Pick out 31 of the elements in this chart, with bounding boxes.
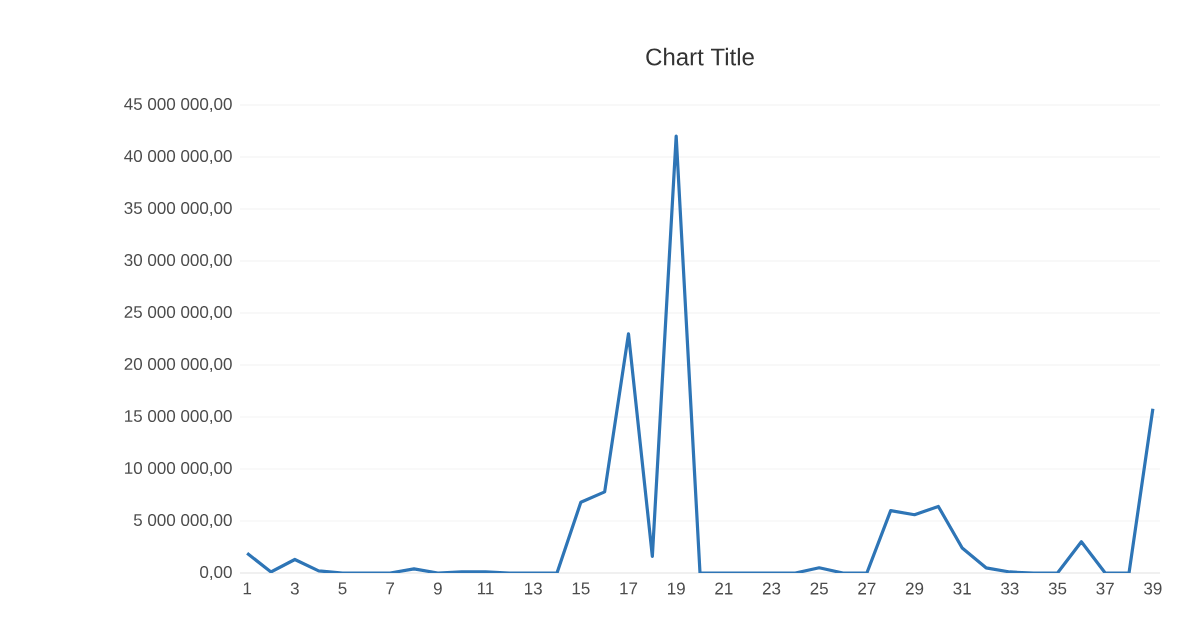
x-tick-label: 15 xyxy=(572,582,590,595)
y-tick-label: 15 000 000,00 xyxy=(125,409,232,425)
y-tick-label: 45 000 000,00 xyxy=(124,97,232,113)
x-tick-label: 17 xyxy=(620,582,638,595)
x-tick-label: 39 xyxy=(1144,582,1162,595)
x-tick-label: 11 xyxy=(477,582,494,595)
y-tick-label: 30 000 000,00 xyxy=(124,253,232,269)
x-tick-label: 21 xyxy=(715,582,733,595)
x-tick-label: 3 xyxy=(290,582,299,595)
x-tick-label: 31 xyxy=(953,582,971,595)
y-tick-label: 25 000 000,00 xyxy=(124,305,232,321)
x-tick-label: 19 xyxy=(668,582,685,595)
chart-title: Chart Title xyxy=(646,47,754,66)
x-tick-label: 35 xyxy=(1048,582,1067,595)
x-tick-label: 7 xyxy=(386,582,395,595)
y-tick-label: 35 000 000,00 xyxy=(124,201,232,217)
x-tick-label: 1 xyxy=(243,582,252,595)
y-tick-label: 40 000 000,00 xyxy=(124,149,232,165)
y-tick-label: 5 000 000,00 xyxy=(133,513,232,529)
x-tick-label: 37 xyxy=(1096,582,1114,595)
x-tick-label: 27 xyxy=(858,582,876,595)
x-tick-label: 25 xyxy=(810,582,828,595)
x-tick-label: 9 xyxy=(433,582,442,595)
y-tick-label: 10 000 000,00 xyxy=(125,461,232,477)
x-tick-label: 33 xyxy=(1001,582,1019,595)
x-tick-label: 5 xyxy=(338,582,347,595)
y-tick-label: 0,00 xyxy=(200,565,232,581)
x-tick-label: 29 xyxy=(905,582,924,595)
y-tick-label: 20 000 000,00 xyxy=(124,357,232,373)
x-tick-label: 13 xyxy=(525,582,542,595)
x-tick-label: 23 xyxy=(762,582,781,595)
